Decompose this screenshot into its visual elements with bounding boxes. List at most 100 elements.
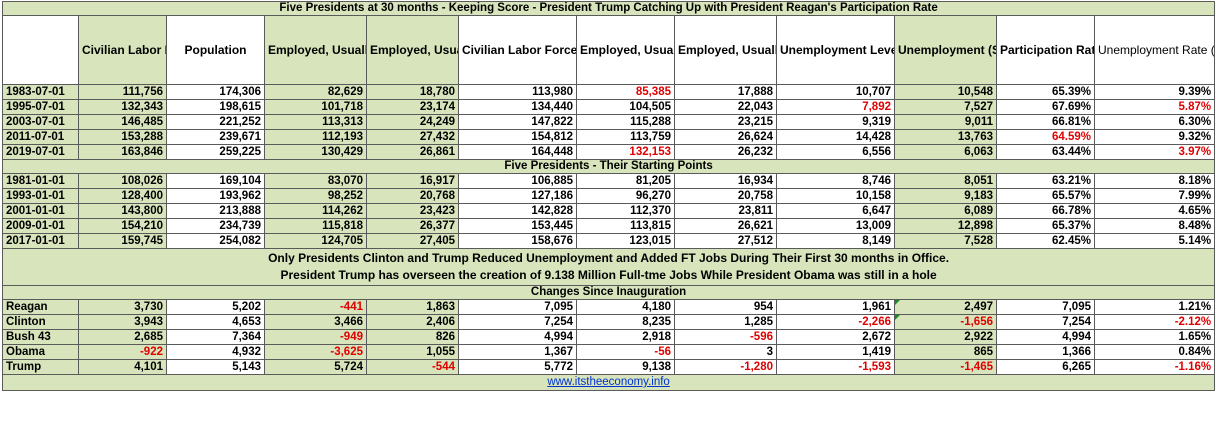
table-cell: 5,724 [264,359,367,375]
table-cell: 9,011 [894,114,997,130]
table-cell: 83,070 [264,173,367,189]
table-cell: -56 [576,344,675,360]
table-cell: 1,285 [674,314,777,330]
table-cell: 2,406 [366,314,459,330]
table-cell: 154,812 [458,129,577,145]
table-cell: 153,288 [78,129,167,145]
table-cell: 5,772 [458,359,577,375]
table-cell: -596 [674,329,777,345]
table-cell: 98,252 [264,188,367,204]
table-cell: 3,466 [264,314,367,330]
table-cell: 10,548 [894,84,997,100]
table-cell: -441 [264,299,367,315]
summary-note-line-2: President Trump has overseen the creatio… [280,268,937,282]
table-cell: 22,043 [674,99,777,115]
table-cell: 4.65% [1093,203,1216,219]
table-cell: 85,385 [576,84,675,100]
starting-points-row: 2001-01-01 143,800 213,888 114,262 23,423 142… [2,203,1216,219]
table-cell: 3 [674,344,777,360]
table-cell: 142,828 [458,203,577,219]
starting-points-section-title: Five Presidents - Their Starting Points [1,159,1216,174]
table-cell: 9.32% [1093,129,1216,145]
table-cell: 4,932 [166,344,265,360]
table-cell: 115,288 [576,114,675,130]
table-cell: 9,319 [776,114,895,130]
table-cell: 6,089 [894,203,997,219]
table-cell: 158,676 [458,233,577,249]
table-cell: 4,994 [458,329,577,345]
table-cell: 63.21% [996,173,1095,189]
table-cell: 26,232 [674,144,777,160]
row-label: Clinton [2,314,79,330]
table-cell: 10,158 [776,188,895,204]
row-label: 1981-01-01 [2,173,79,189]
table-cell: 23,174 [366,99,459,115]
table-cell: 16,934 [674,173,777,189]
table-cell: 111,756 [78,84,167,100]
table-cell: 9,138 [576,359,675,375]
table-cell: 18,780 [366,84,459,100]
table-cell: 1,419 [776,344,895,360]
changes-since-inauguration-section-title: Changes Since Inauguration [1,285,1216,300]
table-cell: 3.97% [1093,144,1216,160]
table-cell: 113,815 [576,218,675,234]
changes-since-inauguration-row: Trump 4,101 5,143 5,724 -544 5,772 9,138 -1,280… [2,359,1216,375]
table-cell: 114,262 [264,203,367,219]
table-cell: 113,980 [458,84,577,100]
header-unemployment-level-nsa: Unemployment Level (NSA) [776,15,895,85]
table-cell: 27,432 [366,129,459,145]
table-cell: 2,918 [576,329,675,345]
table-cell: 9.39% [1093,84,1216,100]
table-cell: -1,280 [674,359,777,375]
header-employed-part-time-sa: Employed, Usually Work Part Time (SA) [366,15,459,85]
table-cell: 1,961 [776,299,895,315]
changes-since-inauguration-row: Clinton 3,943 4,653 3,466 2,406 7,254 8,235 1,2… [2,314,1216,330]
table-cell: 20,768 [366,188,459,204]
table-cell: 4,101 [78,359,167,375]
table-cell: 7,095 [458,299,577,315]
row-label: 2001-01-01 [2,203,79,219]
table-cell: 26,861 [366,144,459,160]
table-cell: 20,758 [674,188,777,204]
row-label: Obama [2,344,79,360]
table-cell: 66.81% [996,114,1095,130]
table-cell: -2,266 [776,314,895,330]
table-cell: 9,183 [894,188,997,204]
table-cell: 12,898 [894,218,997,234]
summary-note-line-1: Only Presidents Clinton and Trump Reduce… [268,251,950,265]
table-cell: 1.65% [1093,329,1216,345]
table-cell: 826 [366,329,459,345]
row-label: 2003-07-01 [2,114,79,130]
header-civilian-labor-force-nsa: Civilian Labor Force (NSA) [458,15,577,85]
table-cell: 8,746 [776,173,895,189]
table-cell: 8.48% [1093,218,1216,234]
table-cell: 13,009 [776,218,895,234]
changes-since-inauguration-row: Obama -922 4,932 -3,625 1,055 1,367 -56 3 1,419 8… [2,344,1216,360]
table-cell: 0.84% [1093,344,1216,360]
table-cell: 16,917 [366,173,459,189]
table-cell: -922 [78,344,167,360]
table-cell: 4,180 [576,299,675,315]
header-unemployment-rate-nsa: Unemployment Rate (NSA) [1093,15,1216,85]
table-cell: 221,252 [166,114,265,130]
table-cell: 3,730 [78,299,167,315]
table-cell: 164,448 [458,144,577,160]
table-cell: 23,811 [674,203,777,219]
table-cell: 67.69% [996,99,1095,115]
table-cell: 8.18% [1093,173,1216,189]
at-30-months-row: 2011-07-01 153,288 239,671 112,193 27,432 154… [2,129,1216,145]
table-cell: 5,202 [166,299,265,315]
table-cell: 124,705 [264,233,367,249]
table-cell: 8,051 [894,173,997,189]
table-cell: 108,026 [78,173,167,189]
header-employed-full-time-sa: Employed, Usually Work Full Time (SA) [264,15,367,85]
table-cell: 7,892 [776,99,895,115]
table-cell: 65.57% [996,188,1095,204]
table-cell: 134,440 [458,99,577,115]
sheet-title: Five Presidents at 30 months - Keeping S… [1,1,1216,16]
table-cell: 2,497 [894,299,997,315]
table-cell: 26,377 [366,218,459,234]
footer-website-link[interactable]: www.itstheeconomy.info [547,376,670,388]
table-cell: 65.39% [996,84,1095,100]
table-cell: 17,888 [674,84,777,100]
